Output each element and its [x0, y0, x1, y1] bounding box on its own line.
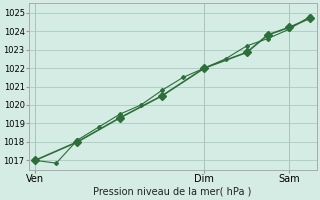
X-axis label: Pression niveau de la mer( hPa ): Pression niveau de la mer( hPa ): [93, 187, 252, 197]
